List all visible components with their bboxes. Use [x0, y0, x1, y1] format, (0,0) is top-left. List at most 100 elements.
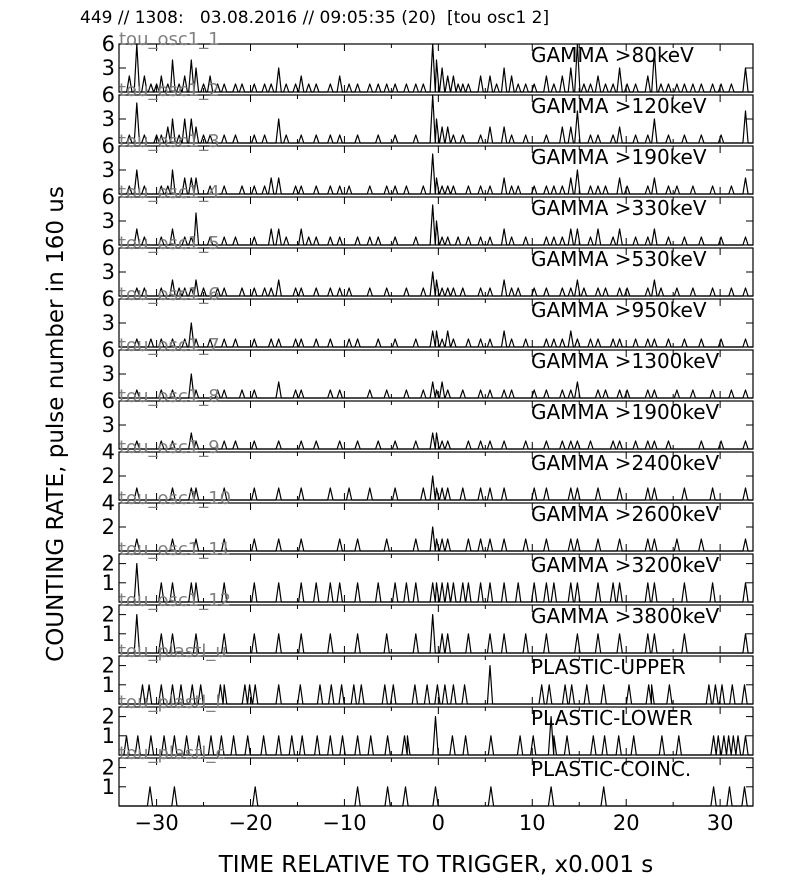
panel-tag: tou_osc1_3 — [119, 131, 220, 152]
y-tick-label: 2 — [102, 654, 115, 678]
panel-tag: tou_osc1_12 — [119, 590, 231, 611]
y-tick-label: 2 — [102, 705, 115, 729]
y-tick-label: 3 — [102, 362, 115, 386]
panel-14: 12 PLASTIC-LOWER tou_plastl_l — [102, 692, 754, 756]
series-line — [119, 322, 753, 348]
y-tick-label: 3 — [102, 413, 115, 437]
panel-6: 36 GAMMA >950keV tou_osc1_6 — [102, 284, 754, 348]
y-tick-label: 2 — [102, 464, 115, 488]
panel-frame — [118, 706, 754, 756]
panel-frame — [118, 757, 754, 807]
panel-label: PLASTIC-UPPER — [531, 655, 686, 679]
y-tick-label: 1 — [102, 724, 115, 748]
panel-tag: tou_osc1_5 — [119, 233, 220, 254]
panel-label: GAMMA >3800keV — [531, 604, 720, 628]
y-tick-label: 4 — [102, 491, 115, 515]
x-tick-label: 20 — [613, 811, 640, 835]
panel-label: GAMMA >330keV — [531, 196, 707, 220]
y-tick-label: 4 — [102, 440, 115, 464]
panel-label: PLASTIC-COINC. — [531, 757, 691, 781]
panel-label: GAMMA >120keV — [531, 94, 707, 118]
y-tick-label: 2 — [102, 603, 115, 627]
series-line — [119, 94, 753, 144]
panel-label: GAMMA >2400keV — [531, 451, 720, 475]
x-tick-label: −10 — [322, 811, 366, 835]
panel-2: 36 GAMMA >120keV tou_osc1_2 — [102, 80, 754, 144]
panel-tag: tou_plastl_l — [119, 692, 220, 713]
y-tick-label: 6 — [102, 185, 115, 209]
panel-tag: tou_osc1_7 — [119, 335, 220, 356]
series-line — [119, 43, 753, 93]
y-tick-label: 6 — [102, 338, 115, 362]
panel-10: 24 GAMMA >2600keV tou_osc1_10 — [102, 488, 754, 552]
series-line — [119, 563, 753, 603]
y-tick-label: 1 — [102, 571, 115, 595]
y-tick-label: 1 — [102, 622, 115, 646]
y-tick-label: 6 — [102, 287, 115, 311]
series-line — [119, 716, 753, 756]
x-tick-label: −30 — [134, 811, 178, 835]
y-tick-label: 3 — [102, 311, 115, 335]
series-line — [119, 271, 753, 297]
panel-label: PLASTIC-LOWER — [531, 706, 693, 730]
panel-label: GAMMA >2600keV — [531, 502, 720, 526]
y-tick-label: 6 — [102, 134, 115, 158]
panel-9: 24 GAMMA >2400keV tou_osc1_9 — [102, 437, 754, 501]
panel-label: GAMMA >950keV — [531, 298, 707, 322]
panel-tag: tou_plastl_u — [119, 641, 227, 662]
panel-13: 12 PLASTIC-UPPER tou_plastl_u — [102, 641, 754, 705]
series-line — [119, 475, 753, 501]
x-axis-label: TIME RELATIVE TO TRIGGER, x0.001 s — [218, 852, 654, 878]
panel-label: GAMMA >80keV — [531, 43, 694, 67]
panel-label: GAMMA >1300keV — [531, 349, 720, 373]
panel-tag: tou_osc1_6 — [119, 284, 220, 305]
series-line — [119, 373, 753, 399]
x-tick-label: 10 — [519, 811, 546, 835]
series-line — [119, 786, 753, 807]
y-tick-label: 1 — [102, 775, 115, 799]
y-axis-label: COUNTING RATE, pulse number in 160 us — [43, 186, 69, 662]
y-tick-label: 3 — [102, 158, 115, 182]
panel-3: 36 GAMMA >190keV tou_osc1_3 — [102, 131, 754, 195]
panel-label: GAMMA >190keV — [531, 145, 707, 169]
y-tick-label: 2 — [102, 552, 115, 576]
panel-tag: tou_osc1_1 — [119, 29, 220, 50]
y-tick-label: 6 — [102, 32, 115, 56]
panel-label: GAMMA >3200keV — [531, 553, 720, 577]
panel-15: 12 PLASTIC-COINC. tou_plastl_c — [102, 743, 754, 807]
panel-tag: tou_plastl_c — [119, 743, 225, 764]
panel-11: 12 GAMMA >3200keV tou_osc1_11 — [102, 539, 754, 603]
x-tick-label: −20 — [228, 811, 272, 835]
y-tick-label: 3 — [102, 107, 115, 131]
panel-frame — [118, 655, 754, 705]
y-tick-label: 3 — [102, 56, 115, 80]
series-line — [119, 614, 753, 654]
panel-tag: tou_osc1_11 — [119, 539, 231, 560]
panel-12: 12 GAMMA >3800keV tou_osc1_12 — [102, 590, 754, 654]
series-line — [119, 432, 753, 450]
y-tick-label: 1 — [102, 673, 115, 697]
chart-header: 449 // 1308: 03.08.2016 // 09:05:35 (20)… — [80, 8, 550, 28]
panel-tag: tou_osc1_8 — [119, 386, 220, 407]
y-tick-label: 3 — [102, 209, 115, 233]
series-line — [119, 153, 753, 195]
series-line — [119, 526, 753, 552]
series-line — [119, 665, 753, 705]
panel-label: GAMMA >1900keV — [531, 400, 720, 424]
panel-4: 36 GAMMA >330keV tou_osc1_4 — [102, 182, 754, 246]
y-tick-label: 6 — [102, 389, 115, 413]
panel-7: 36 GAMMA >1300keV tou_osc1_7 — [102, 335, 754, 399]
panel-tag: tou_osc1_9 — [119, 437, 220, 458]
panel-1: 36 GAMMA >80keV tou_osc1_1 — [102, 29, 754, 93]
y-tick-label: 2 — [102, 515, 115, 539]
y-tick-label: 6 — [102, 83, 115, 107]
panel-tag: tou_osc1_4 — [119, 182, 220, 203]
panel-tag: tou_osc1_2 — [119, 80, 220, 101]
panel-frame — [118, 553, 754, 603]
panel-label: GAMMA >530keV — [531, 247, 707, 271]
x-tick-label: 0 — [432, 811, 445, 835]
y-tick-label: 2 — [102, 756, 115, 780]
series-line — [119, 204, 753, 246]
y-tick-label: 3 — [102, 260, 115, 284]
